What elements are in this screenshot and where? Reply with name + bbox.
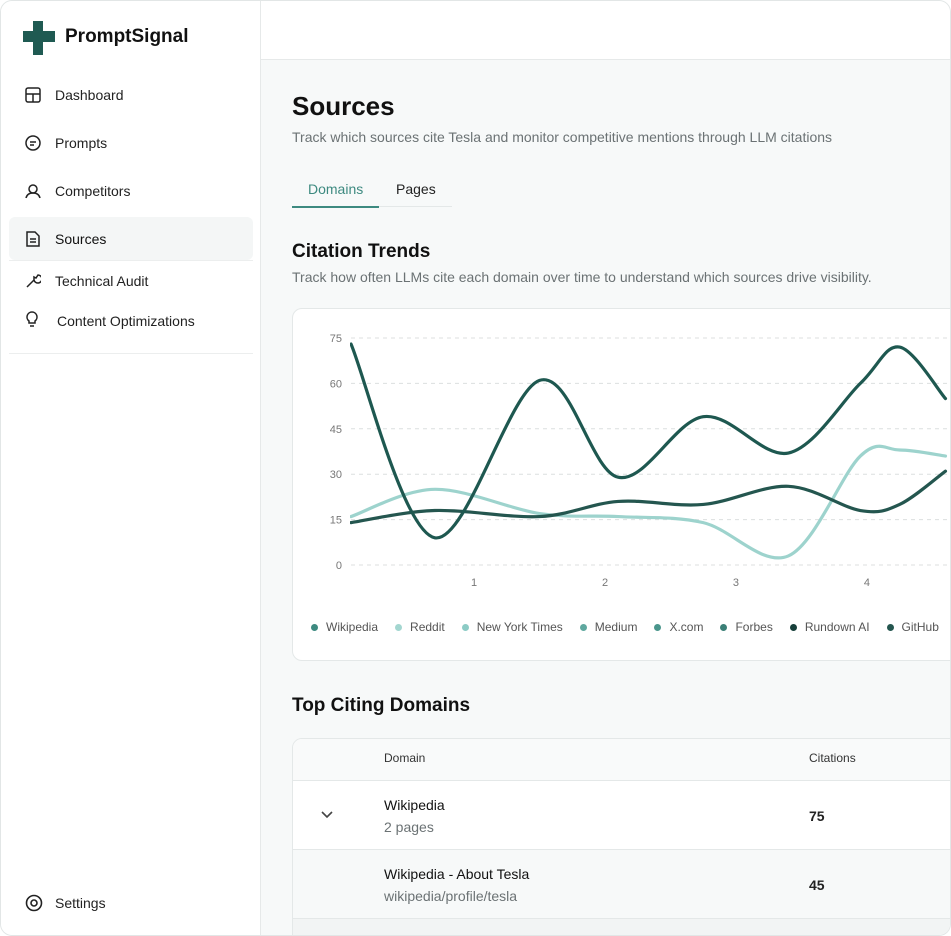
- plot-lines: [350, 342, 948, 560]
- nav-item[interactable]: Technical Audit: [55, 273, 149, 289]
- icon-sources: [26, 231, 40, 247]
- legend-item[interactable]: Reddit: [395, 620, 445, 634]
- legend-item[interactable]: Forbes: [720, 620, 773, 634]
- column-header: Domain: [384, 751, 426, 765]
- domain-detail: wikipedia/profile/tesla: [384, 888, 518, 904]
- chart: 0 15 30 45 60 75 1 2 3 4: [330, 333, 950, 589]
- y-tick-label: 60: [330, 378, 342, 390]
- legend-label: GitHub: [901, 620, 939, 634]
- icon-audit: [26, 274, 41, 288]
- x-tick-label: 2: [602, 577, 608, 589]
- citations: 45: [809, 877, 825, 893]
- legend-swatch: [579, 623, 587, 631]
- y-tick-label: 30: [330, 469, 342, 481]
- nav-item[interactable]: Competitors: [55, 183, 131, 199]
- legend-label: X.com: [669, 620, 704, 634]
- nav-item[interactable]: Prompts: [55, 135, 108, 151]
- y-tick-label: 45: [330, 424, 342, 436]
- legend-label: Rundown AI: [804, 620, 870, 634]
- series-line: [350, 444, 948, 560]
- legend: Wikipedia Reddit New York Times Medium X.com…: [311, 620, 939, 634]
- legend-item[interactable]: X.com: [654, 620, 703, 634]
- legend-label: Forbes: [735, 620, 773, 634]
- legend-swatch: [395, 623, 403, 631]
- page-subtitle: Track which sources cite Tesla and monit…: [292, 129, 833, 145]
- y-tick-label: 75: [330, 333, 342, 345]
- legend-swatch: [720, 623, 728, 631]
- legend-swatch: [311, 623, 318, 631]
- nav-settings[interactable]: Settings: [55, 895, 106, 911]
- tab-active[interactable]: Domains: [308, 181, 364, 197]
- legend-item[interactable]: GitHub: [886, 620, 939, 634]
- icon-settings: [25, 894, 43, 912]
- tab[interactable]: Pages: [396, 181, 436, 197]
- legend-item[interactable]: New York Times: [461, 620, 563, 634]
- domains-table: Domain Citations Wikipedia 2 pages 75 Wi…: [292, 738, 950, 935]
- nav-item-active[interactable]: Sources: [55, 231, 107, 247]
- page-title: Sources: [292, 91, 395, 121]
- icon-prompts: [25, 135, 41, 151]
- expand-chevron[interactable]: [320, 810, 334, 820]
- nav-item[interactable]: Content Optimizations: [57, 313, 195, 329]
- icon-content: [26, 311, 38, 327]
- tab-underline: [292, 206, 379, 208]
- x-tick-label: 1: [471, 577, 477, 589]
- section-title: Citation Trends: [292, 241, 431, 262]
- citations: 75: [809, 808, 825, 824]
- chart-card: 0 15 30 45 60 75 1 2 3 4 Wikipedia Reddit New York …: [292, 308, 950, 661]
- legend-item[interactable]: Medium: [579, 620, 638, 634]
- legend-item[interactable]: Wikipedia: [311, 620, 378, 634]
- section-title: Top Citing Domains: [292, 695, 471, 716]
- table-header: [293, 739, 950, 781]
- legend-swatch: [461, 623, 469, 631]
- legend-swatch: [789, 623, 797, 631]
- table-row[interactable]: [293, 850, 950, 919]
- legend-label: Medium: [594, 620, 638, 634]
- legend-label: Reddit: [410, 620, 445, 634]
- top-bar: [261, 1, 950, 60]
- y-tick-label: 15: [330, 515, 342, 527]
- brand: PromptSignal: [65, 26, 189, 47]
- legend-swatch: [886, 623, 894, 631]
- logo: [23, 21, 55, 55]
- y-tick-label: 0: [336, 560, 342, 572]
- nav-item[interactable]: Dashboard: [55, 87, 124, 103]
- series-line: [350, 469, 948, 525]
- series-line: [350, 342, 948, 540]
- x-tick-label: 3: [733, 577, 739, 589]
- section-subtitle: Track how often LLMs cite each domain ov…: [292, 269, 872, 285]
- active-nav-bg: [9, 217, 253, 260]
- legend-label: Wikipedia: [326, 620, 379, 634]
- domain-name: Wikipedia: [384, 797, 445, 813]
- divider: [9, 353, 253, 354]
- table-row[interactable]: [293, 919, 950, 935]
- divider: [9, 260, 253, 261]
- icon-dashboard: [25, 87, 41, 103]
- domain-detail: 2 pages: [384, 819, 434, 835]
- legend-label: New York Times: [476, 620, 563, 634]
- sidebar: PromptSignal Dashboard Prompts Competito…: [1, 1, 261, 935]
- icon-competitors: [25, 184, 41, 199]
- legend-swatch: [654, 623, 662, 631]
- column-header: Citations: [809, 751, 856, 765]
- x-tick-label: 4: [864, 577, 870, 589]
- table-row[interactable]: [293, 781, 950, 850]
- domain-name: Wikipedia - About Tesla: [384, 866, 530, 882]
- legend-item[interactable]: Rundown AI: [789, 620, 870, 634]
